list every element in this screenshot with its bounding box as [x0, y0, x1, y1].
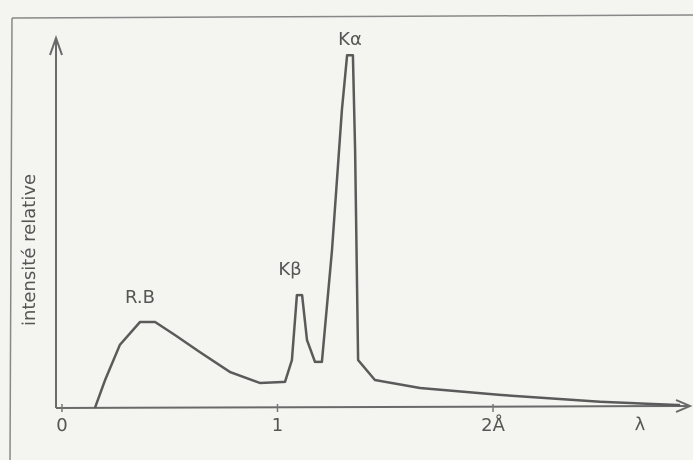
y-axis-label: intensité relative [19, 174, 40, 326]
peak-annotation: Kα [338, 29, 362, 50]
peak-annotation: R.B [125, 287, 155, 308]
x-tick-label: 1 [272, 415, 283, 436]
x-axis [55, 405, 689, 409]
peak-annotation: Kβ [278, 259, 301, 280]
y-axis-arrow [49, 34, 63, 56]
x-tick-label: 0 [56, 415, 67, 436]
spectrum-line [93, 53, 681, 409]
x-axis-label: λ [635, 414, 646, 435]
paper-edge [9, 17, 13, 460]
x-tick-label: 2Å [481, 414, 505, 436]
x-axis-arrow [675, 399, 693, 413]
paper-edge [11, 14, 693, 19]
